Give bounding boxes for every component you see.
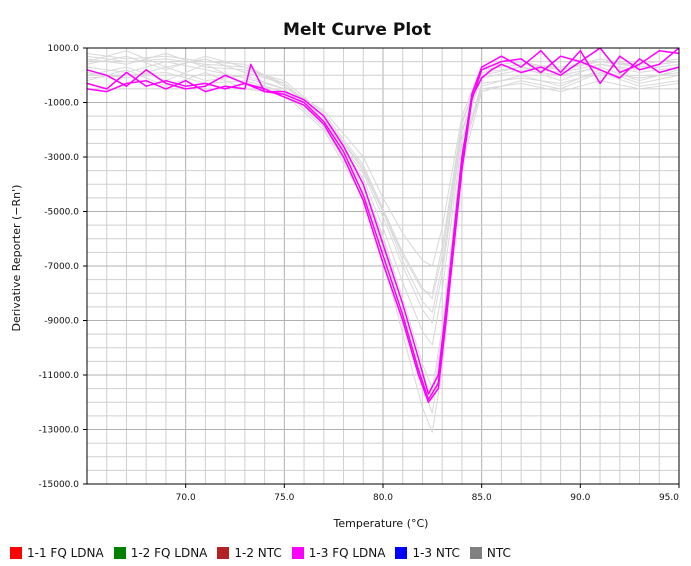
- series-line: [86, 66, 680, 390]
- x-tick-label: 95.0: [659, 493, 679, 503]
- y-tick-label: -9000.0: [44, 317, 79, 327]
- legend-label: 1-2 FQ LDNA: [130, 546, 208, 560]
- x-tick-label: 80.0: [373, 493, 393, 503]
- series-line: [86, 47, 680, 401]
- series-line: [86, 61, 680, 324]
- y-tick-label: -5000.0: [44, 208, 79, 218]
- legend-swatch: [469, 547, 482, 559]
- chart-svg: 70.0 75.0 80.0 85.0 90.0 95.0 1000.0 -1000.0 -3…: [10, 20, 680, 530]
- series-line: [86, 55, 680, 313]
- y-tick-label: -3000.0: [44, 153, 79, 163]
- y-tick-label: -13000.0: [39, 426, 80, 436]
- x-axis-ticks: 70.0 75.0 80.0 85.0 90.0 95.0: [176, 484, 680, 503]
- series-layer: [86, 47, 680, 433]
- legend-swatch: [395, 547, 408, 559]
- series-line: [86, 55, 680, 294]
- legend-label: 1-3 NTC: [412, 546, 460, 560]
- series-line: [86, 58, 680, 395]
- legend-item[interactable]: 1-3 FQ LDNA: [291, 546, 386, 560]
- grid: [86, 47, 680, 485]
- chart-title: Melt Curve Plot: [283, 20, 431, 40]
- y-tick-label: -15000.0: [39, 480, 80, 490]
- legend: 1-1 FQ LDNA 1-2 FQ LDNA 1-2 NTC 1-3 FQ LDNA…: [10, 545, 511, 561]
- legend-item[interactable]: 1-3 NTC: [395, 546, 460, 560]
- legend-label: NTC: [486, 546, 511, 560]
- x-tick-label: 70.0: [176, 493, 196, 503]
- x-tick-label: 85.0: [472, 493, 492, 503]
- x-tick-label: 90.0: [570, 493, 590, 503]
- legend-item[interactable]: NTC: [469, 546, 511, 560]
- x-axis-title: Temperature (°C): [333, 517, 429, 530]
- series-line: [86, 69, 680, 433]
- y-axis-title: Derivative Reporter (−Rn'): [10, 185, 23, 332]
- y-axis-ticks: 1000.0 -1000.0 -3000.0 -5000.0 -7000.0 -9000.…: [39, 44, 87, 490]
- legend-label: 1-2 NTC: [234, 546, 282, 560]
- y-tick-label: -1000.0: [44, 99, 79, 109]
- legend-item[interactable]: 1-2 FQ LDNA: [113, 546, 208, 560]
- x-tick-label: 75.0: [274, 493, 294, 503]
- legend-swatch: [217, 547, 230, 559]
- legend-swatch: [291, 547, 304, 559]
- y-tick-label: -7000.0: [44, 262, 79, 272]
- series-line: [86, 47, 680, 404]
- legend-label: 1-3 FQ LDNA: [308, 546, 386, 560]
- legend-item[interactable]: 1-2 NTC: [217, 546, 282, 560]
- legend-swatch: [113, 547, 126, 559]
- y-tick-label: 1000.0: [48, 44, 80, 54]
- legend-label: 1-1 FQ LDNA: [27, 546, 104, 560]
- y-tick-label: -11000.0: [39, 371, 80, 381]
- series-line: [86, 50, 680, 346]
- legend-swatch: [10, 547, 22, 559]
- legend-item[interactable]: 1-1 FQ LDNA: [10, 546, 104, 560]
